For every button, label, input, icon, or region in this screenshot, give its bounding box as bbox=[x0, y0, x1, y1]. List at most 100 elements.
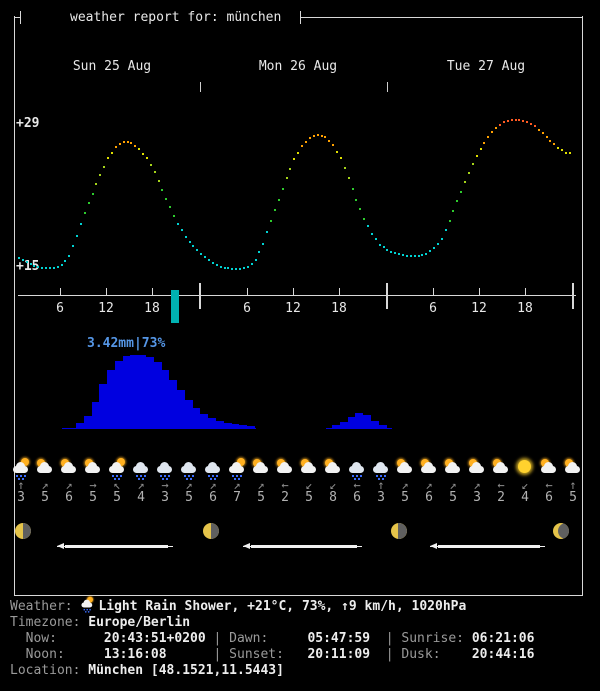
wind-direction-arrow: ← bbox=[353, 478, 361, 492]
temp-dot bbox=[247, 266, 249, 268]
time-axis-tick bbox=[293, 288, 294, 296]
temp-dot bbox=[546, 136, 548, 138]
cloud-shape bbox=[445, 462, 460, 473]
temp-dot bbox=[169, 206, 171, 208]
day-separator-tick bbox=[200, 82, 201, 92]
moon-phase-icon bbox=[391, 523, 407, 539]
rain-drops bbox=[16, 475, 18, 477]
temp-dot bbox=[460, 191, 462, 193]
wind-speed-value: 5 bbox=[305, 490, 313, 505]
precip-bar bbox=[84, 416, 92, 428]
temp-dot bbox=[18, 257, 20, 259]
temp-dot bbox=[328, 140, 330, 142]
temp-dot bbox=[64, 260, 66, 262]
precip-bar bbox=[247, 426, 255, 428]
moon-shade bbox=[398, 523, 407, 539]
precip-bar bbox=[161, 370, 169, 428]
temp-dot bbox=[557, 147, 559, 149]
wind-direction-arrow: ↖ bbox=[113, 478, 121, 492]
cloud-shape bbox=[493, 462, 508, 473]
footer-text-line: Weather: Light Rain Shower, +21°C, 73%, … bbox=[10, 596, 466, 615]
time-axis-tick-label: 18 bbox=[331, 301, 347, 316]
wind-direction-arrow: ↑ bbox=[17, 478, 25, 492]
night-duration-line-thick bbox=[65, 545, 168, 548]
temp-dot bbox=[456, 200, 458, 202]
temp-dot bbox=[33, 265, 35, 267]
temp-dot bbox=[297, 152, 299, 154]
cloud-shape bbox=[85, 462, 100, 473]
wind-direction-arrow: ↗ bbox=[41, 478, 49, 492]
wind-speed-value: 5 bbox=[41, 490, 49, 505]
precip-bar bbox=[192, 408, 200, 428]
moon-phase-icon bbox=[553, 523, 569, 539]
temp-dot bbox=[270, 220, 272, 222]
cloud-shape bbox=[181, 462, 196, 473]
precip-peak-label: 3.42mm|73% bbox=[87, 336, 166, 351]
precip-bar bbox=[130, 355, 138, 428]
wind-direction-arrow: ↗ bbox=[425, 478, 433, 492]
temp-dot bbox=[359, 208, 361, 210]
time-axis bbox=[18, 295, 576, 296]
temp-dot bbox=[402, 254, 404, 256]
wind-direction-arrow: ↗ bbox=[209, 478, 217, 492]
wind-speed-value: 5 bbox=[113, 490, 121, 505]
temp-dot bbox=[375, 238, 377, 240]
temp-dot bbox=[383, 246, 385, 248]
moon-shade bbox=[23, 523, 31, 539]
temp-dot bbox=[355, 199, 357, 201]
rain-drops bbox=[136, 475, 138, 477]
temp-dot bbox=[41, 267, 43, 269]
footer-value: Europe/Berlin bbox=[88, 615, 191, 630]
temp-dot bbox=[425, 253, 427, 255]
title-left-tick bbox=[20, 10, 21, 24]
temp-dot bbox=[53, 267, 55, 269]
wind-direction-arrow: ← bbox=[545, 478, 553, 492]
wind-speed-value: 7 bbox=[233, 490, 241, 505]
temp-dot bbox=[99, 174, 101, 176]
footer-label: Dawn: bbox=[229, 631, 308, 646]
temp-dot bbox=[480, 148, 482, 150]
precip-bar bbox=[231, 424, 239, 428]
cloud-shape bbox=[277, 462, 292, 473]
precip-bar bbox=[216, 421, 224, 428]
wind-direction-arrow: → bbox=[89, 478, 97, 492]
temp-dot bbox=[278, 199, 280, 201]
temp-dot bbox=[472, 163, 474, 165]
temp-dot bbox=[243, 267, 245, 269]
temp-dot bbox=[115, 146, 117, 148]
temp-dot bbox=[406, 255, 408, 257]
sun-peek bbox=[87, 596, 94, 603]
weather-icon-partly bbox=[59, 457, 79, 477]
weather-icon-partly bbox=[251, 457, 271, 477]
day-label: Tue 27 Aug bbox=[446, 59, 526, 74]
temp-dot bbox=[227, 267, 229, 269]
temp-dot bbox=[503, 121, 505, 123]
temp-dot bbox=[239, 268, 241, 270]
cloud-shape bbox=[61, 462, 76, 473]
rain-drops bbox=[112, 475, 114, 477]
temp-dot bbox=[553, 143, 555, 145]
temp-dot bbox=[255, 259, 257, 261]
temp-dot bbox=[293, 158, 295, 160]
temp-dot bbox=[317, 134, 319, 136]
footer-label: | bbox=[205, 631, 230, 646]
temp-dot bbox=[158, 180, 160, 182]
temp-dot bbox=[208, 259, 210, 261]
weather-icon-partly bbox=[563, 457, 583, 477]
temp-dot bbox=[518, 119, 520, 121]
wind-speed-value: 5 bbox=[401, 490, 409, 505]
temp-dot bbox=[177, 223, 179, 225]
temp-dot bbox=[367, 225, 369, 227]
footer-label: | bbox=[370, 631, 402, 646]
temp-dot bbox=[30, 263, 32, 265]
weather-icon-shower-sun bbox=[227, 457, 247, 477]
sun-peek bbox=[237, 458, 245, 466]
day-boundary-tick bbox=[386, 283, 388, 309]
temp-dot bbox=[452, 210, 454, 212]
temp-dot bbox=[522, 120, 524, 122]
precip-bar bbox=[355, 413, 363, 428]
wind-direction-arrow: ↗ bbox=[449, 478, 457, 492]
temp-dot bbox=[526, 121, 528, 123]
temp-dot bbox=[76, 235, 78, 237]
wind-speed-value: 3 bbox=[473, 490, 481, 505]
